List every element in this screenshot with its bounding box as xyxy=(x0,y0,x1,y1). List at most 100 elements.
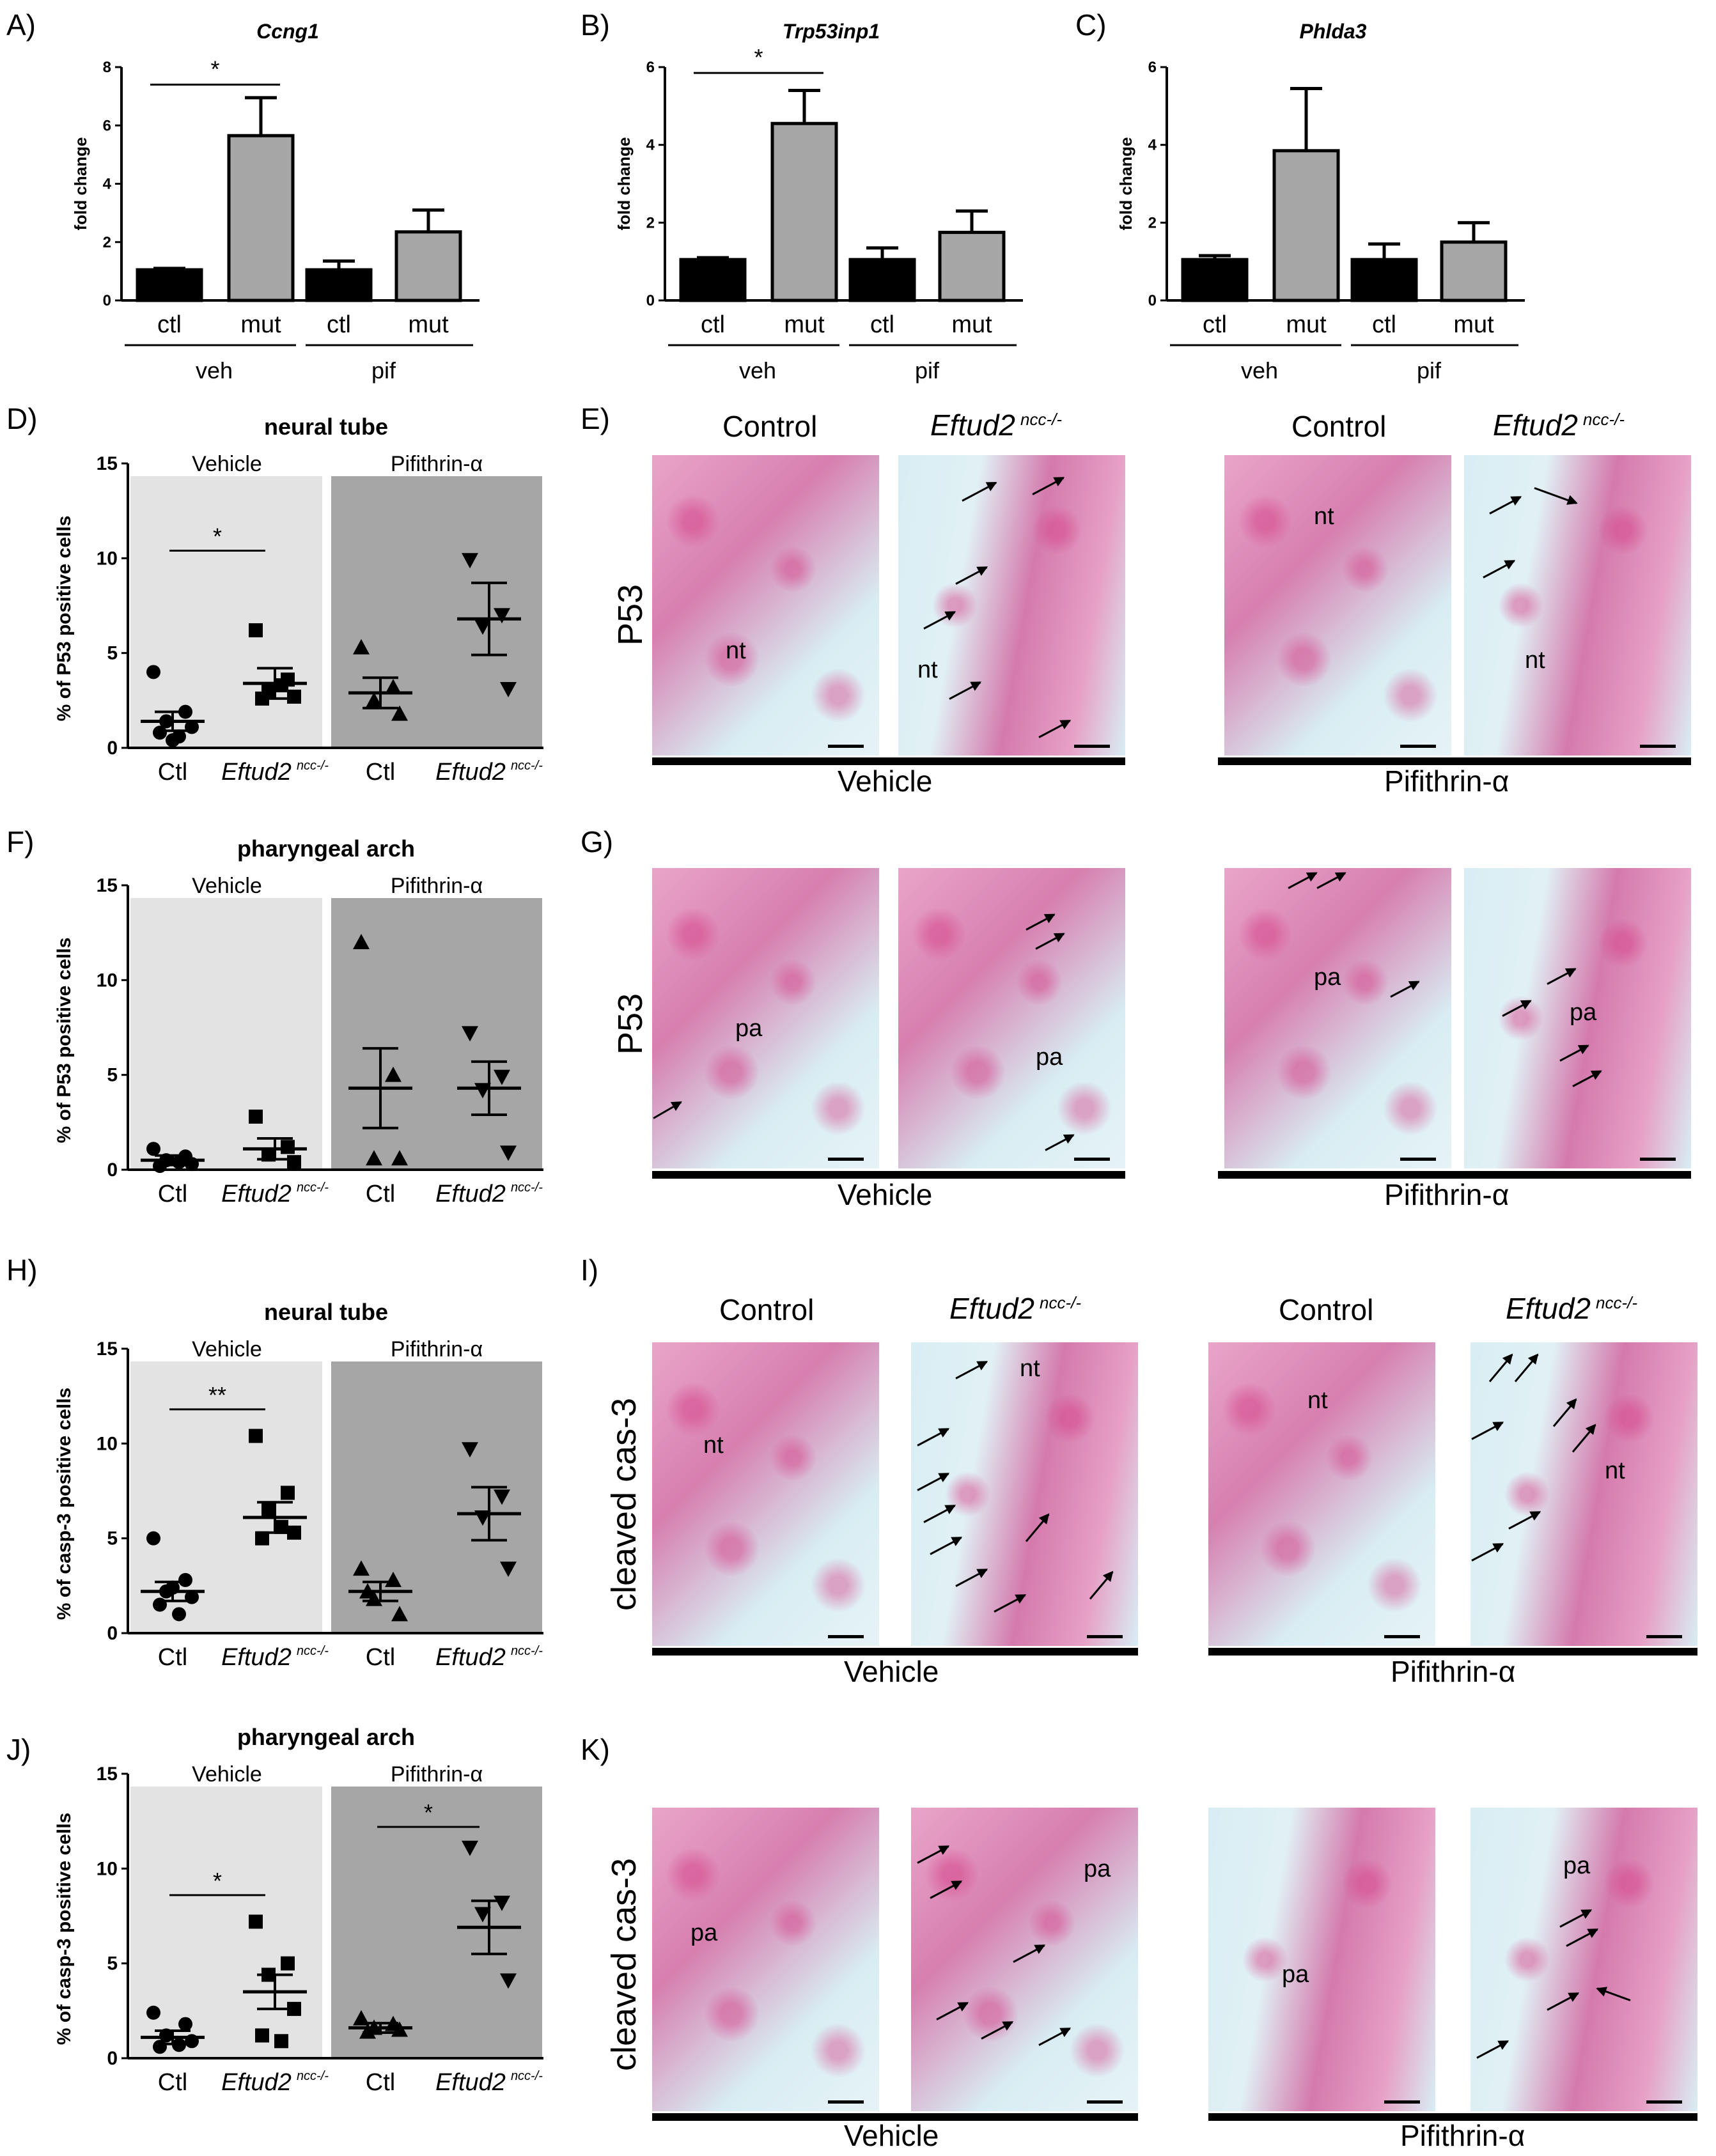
data-point xyxy=(281,1956,295,1971)
x-tick-label: Ctl xyxy=(158,759,187,786)
group-label: pif xyxy=(1417,357,1442,384)
x-tick-label: mut xyxy=(1286,311,1327,338)
baseline-e-vehicle xyxy=(652,757,1125,765)
data-point xyxy=(385,1571,402,1587)
data-point xyxy=(353,2010,370,2026)
data-point xyxy=(274,678,288,693)
chart-title: neural tube xyxy=(264,414,388,440)
panel-letter-k: K) xyxy=(581,1733,610,1766)
vehicle-background xyxy=(130,898,322,1170)
data-point xyxy=(287,1155,301,1170)
vehicle-background xyxy=(130,476,322,748)
y-tick-label: 5 xyxy=(107,1065,118,1086)
x-tick-label: Eftud2 ncc-/- xyxy=(435,1644,543,1671)
y-tick-label: 15 xyxy=(97,453,118,474)
micrograph-k-vehicle-mutant: pa xyxy=(911,1808,1138,2111)
y-tick-label: 6 xyxy=(103,117,111,134)
group-label: veh xyxy=(739,357,776,384)
x-tick-label: ctl xyxy=(157,311,182,338)
micrograph-i-vehicle-control: nt xyxy=(652,1342,879,1646)
bar xyxy=(1272,149,1340,302)
label-control-i1: Control xyxy=(719,1293,815,1326)
y-axis-label: fold change xyxy=(71,137,90,231)
chart-title: pharyngeal arch xyxy=(237,1724,415,1750)
data-point xyxy=(366,692,382,708)
data-point xyxy=(166,733,180,748)
data-point xyxy=(500,1562,517,1578)
baseline-i-vehicle xyxy=(652,1648,1138,1656)
baseline-k-pifithrin xyxy=(1208,2113,1697,2121)
data-point xyxy=(287,2001,301,2016)
panel-letter-b: B) xyxy=(581,8,610,42)
y-axis-label: fold change xyxy=(614,137,634,231)
significance-label: * xyxy=(210,56,219,82)
panel-letter-f: F) xyxy=(6,825,35,858)
data-point xyxy=(462,553,478,569)
data-point xyxy=(281,1140,295,1154)
row-label-p53-e: P53 xyxy=(611,584,650,646)
data-point xyxy=(249,1429,263,1443)
group-label-i-vehicle: Vehicle xyxy=(844,1655,939,1688)
scatter-chart-p53-pharyngeal-arch: pharyngeal arch Vehicle Pifithrin-α % of P5… xyxy=(54,835,543,1207)
micrograph-e-vehicle-control: nt xyxy=(652,455,879,756)
data-point xyxy=(391,1150,408,1166)
x-tick-label: Ctl xyxy=(366,1644,395,1671)
panel-letter-j: J) xyxy=(6,1733,31,1766)
group-label: Pifithrin-α xyxy=(391,1762,483,1787)
significance-label: * xyxy=(424,1799,433,1826)
y-tick-label: 5 xyxy=(107,1953,118,1974)
y-tick-label: 4 xyxy=(646,137,655,154)
data-point xyxy=(146,1531,160,1546)
panel-letter-i: I) xyxy=(581,1253,599,1287)
scatter-chart-casp3-pharyngeal-arch: pharyngeal arch Vehicle Pifithrin-α % of ca… xyxy=(54,1724,543,2096)
group-label: pif xyxy=(371,357,396,384)
label-mutant-i1: Eftud2 ncc-/- xyxy=(949,1292,1081,1325)
significance-label: * xyxy=(213,1868,222,1894)
y-tick-label: 10 xyxy=(97,1433,118,1454)
micrograph-i-pifithrin-control: nt xyxy=(1208,1342,1435,1646)
data-point xyxy=(353,1560,370,1576)
data-point xyxy=(462,1442,478,1458)
data-point xyxy=(462,1840,478,1856)
label-control-e2: Control xyxy=(1291,410,1387,443)
data-point xyxy=(494,608,510,624)
micrograph-g-vehicle-mutant: pa xyxy=(898,868,1125,1168)
bar xyxy=(770,121,838,302)
group-label-e-vehicle: Vehicle xyxy=(838,764,933,798)
y-tick-label: 2 xyxy=(1148,214,1157,231)
y-tick-label: 6 xyxy=(1148,59,1157,76)
bar xyxy=(1350,258,1418,302)
data-point xyxy=(500,682,517,698)
x-tick-label: mut xyxy=(240,311,281,338)
y-tick-label: 6 xyxy=(646,59,655,76)
panel-letter-h: H) xyxy=(6,1253,38,1287)
y-tick-label: 2 xyxy=(103,234,111,251)
x-tick-label: Eftud2 ncc-/- xyxy=(221,1644,329,1671)
vehicle-background xyxy=(130,1787,322,2058)
micrograph-g-pifithrin-control: pa xyxy=(1224,868,1451,1168)
significance-label: * xyxy=(213,523,222,549)
x-tick-label: ctl xyxy=(1372,311,1396,338)
label-mutant-i2: Eftud2 ncc-/- xyxy=(1506,1292,1637,1325)
data-point xyxy=(261,1503,276,1517)
baseline-k-vehicle xyxy=(652,2113,1138,2121)
data-point xyxy=(146,1142,160,1156)
y-tick-label: 10 xyxy=(97,548,118,569)
y-tick-label: 0 xyxy=(107,1623,118,1644)
group-label: Pifithrin-α xyxy=(391,452,483,476)
group-label-k-pifithrin: Pifithrin-α xyxy=(1400,2119,1525,2152)
y-axis-label: % of casp-3 positive cells xyxy=(54,1813,75,2045)
data-point xyxy=(494,1489,510,1505)
row-label-casp3-i: cleaved cas-3 xyxy=(605,1397,643,1611)
micrograph-g-vehicle-control: pa xyxy=(652,868,879,1168)
label-control-i2: Control xyxy=(1279,1293,1374,1326)
data-point xyxy=(249,1914,263,1929)
x-tick-label: ctl xyxy=(701,311,725,338)
chart-title: Ccng1 xyxy=(256,20,319,43)
data-point xyxy=(359,2023,376,2039)
data-point xyxy=(172,1607,186,1622)
x-tick-label: mut xyxy=(784,311,825,338)
y-tick-label: 0 xyxy=(646,292,655,309)
